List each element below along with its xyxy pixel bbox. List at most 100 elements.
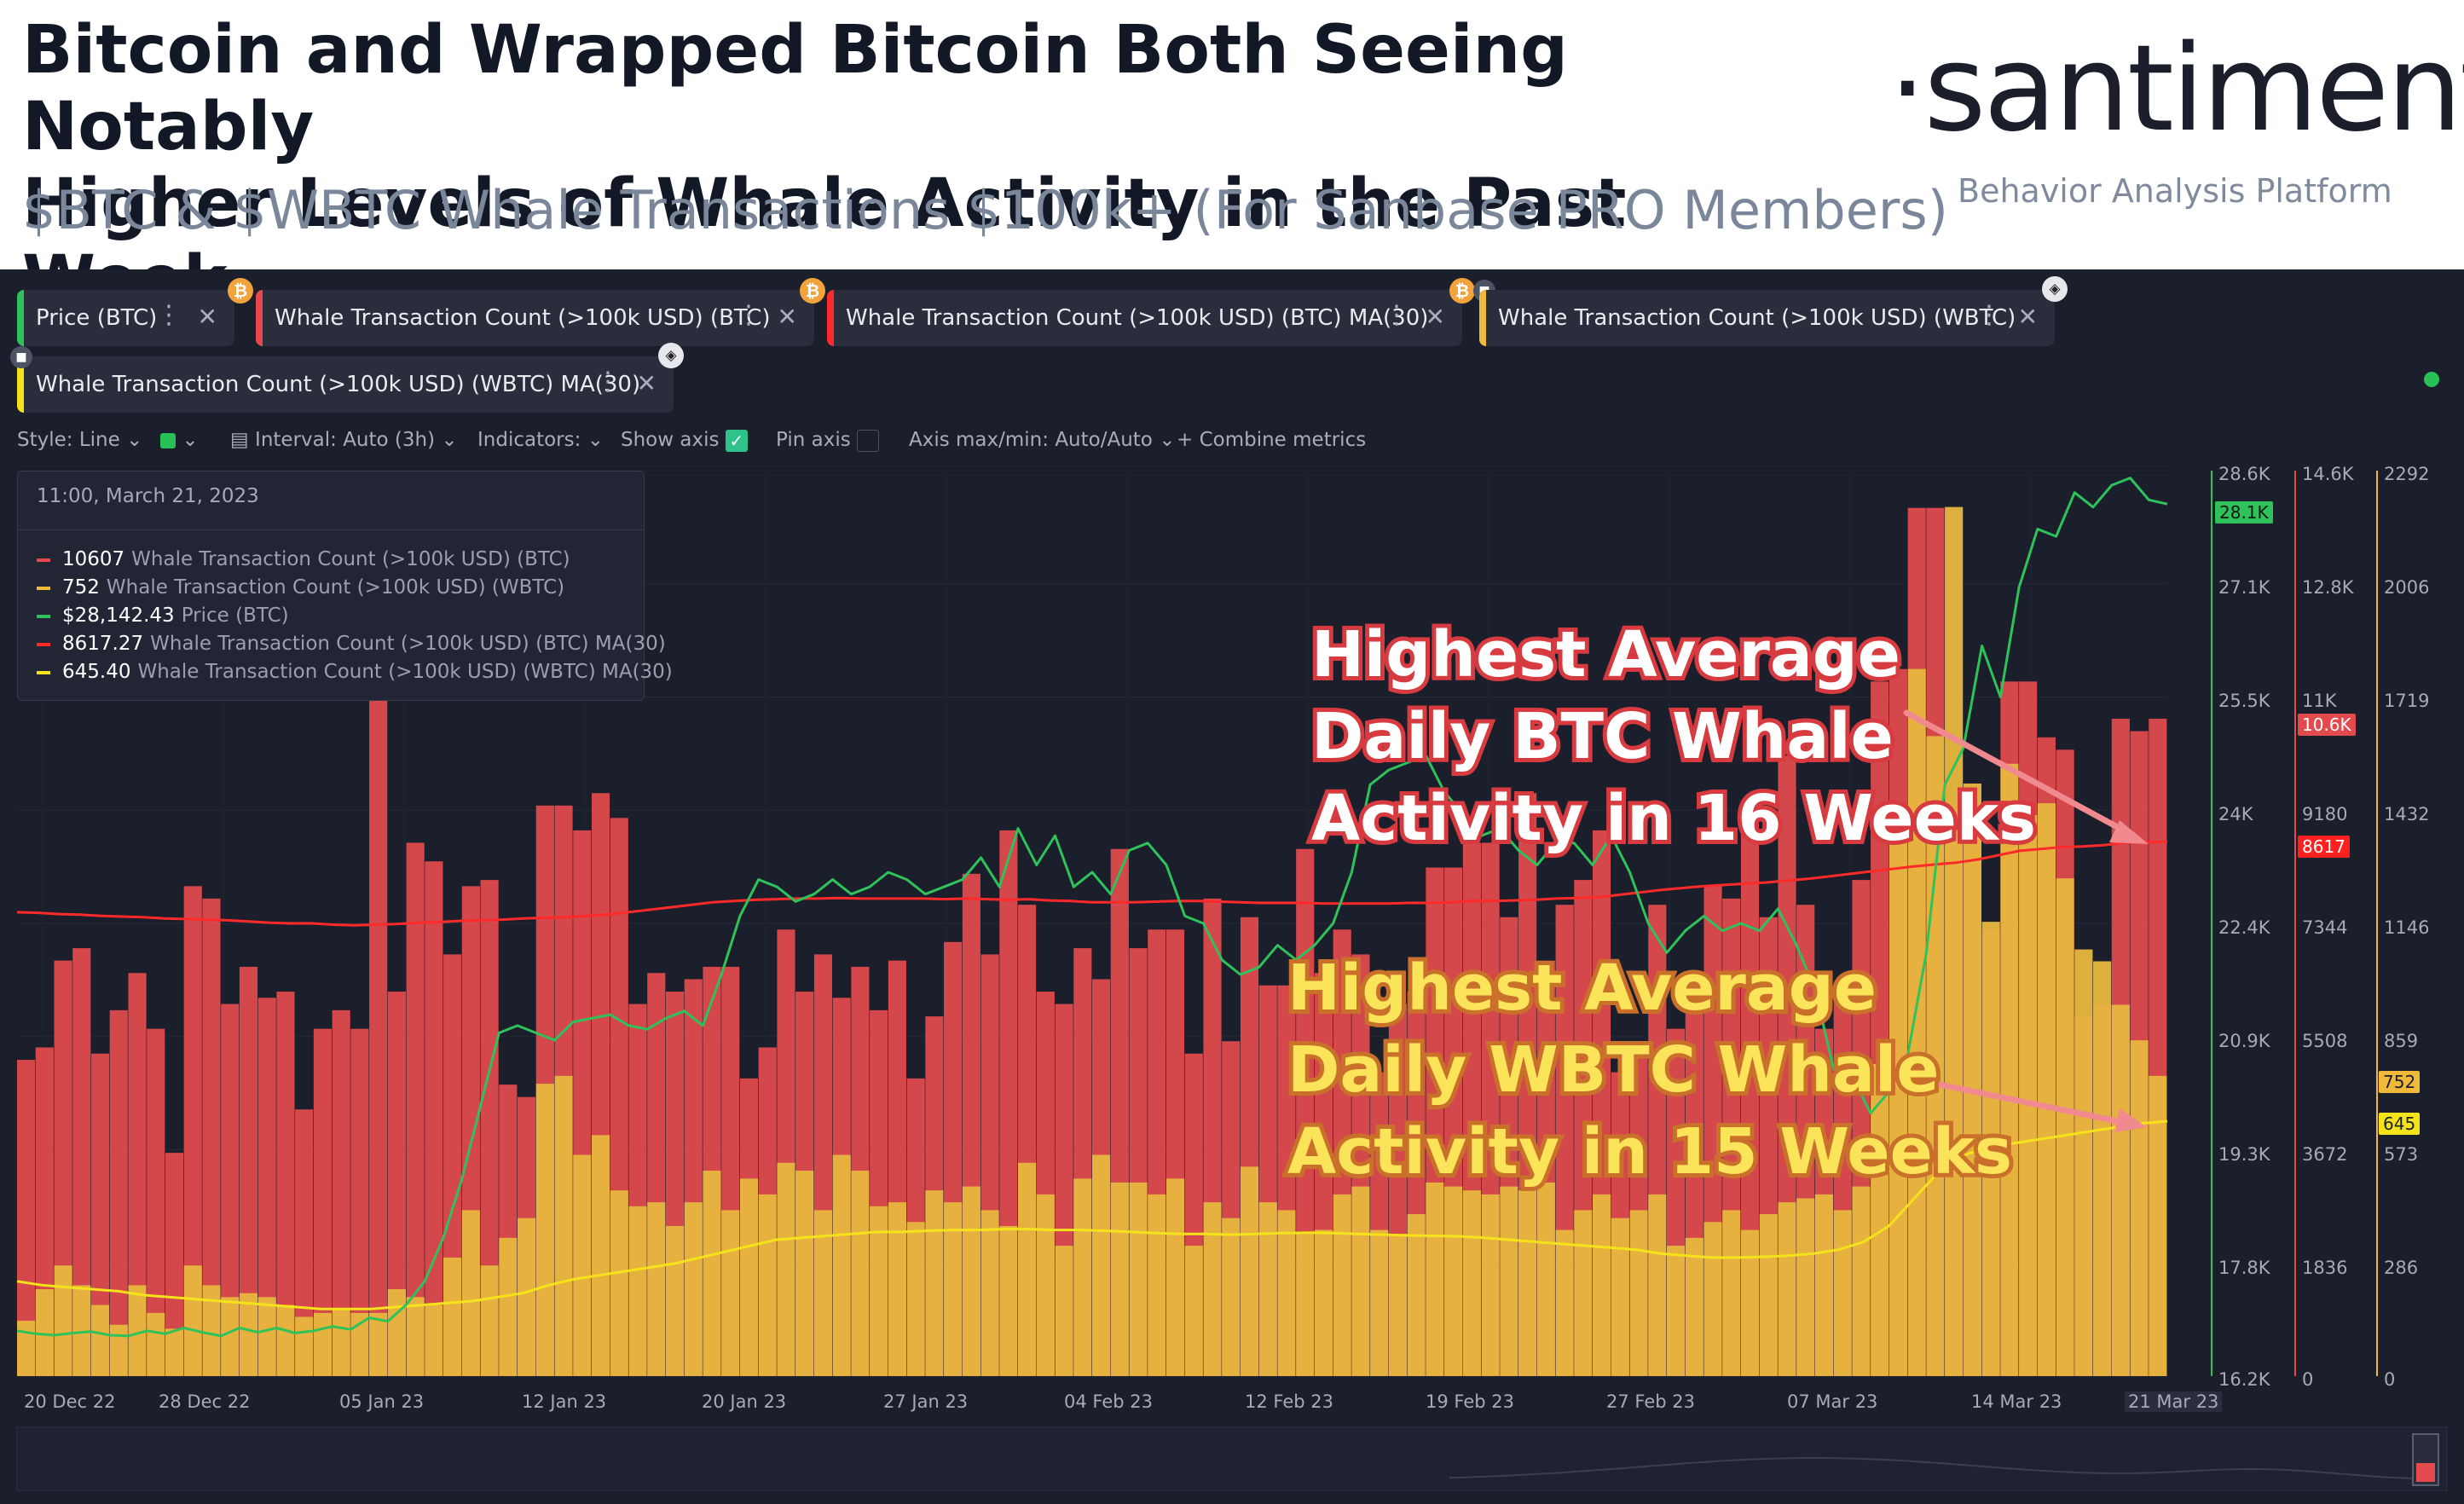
tooltip-row-btc-whale-ma30: 8617.27 Whale Transaction Count (>100k US… [37,633,666,655]
metric-tab-wbtc-whale-ma30[interactable]: Whale Transaction Count (>100k USD) (WBT… [17,356,674,413]
metric-tab-price-btc[interactable]: Price (BTC) ⋮ ✕ [17,290,234,346]
combine-metrics-label: + Combine metrics [1177,429,1367,451]
chevron-down-icon: ⌄ [441,429,458,451]
wbtc-whale-bar [962,1186,980,1376]
btc-whale-bar [387,992,406,1376]
interval-dropdown[interactable]: ▤ Interval: Auto (3h) ⌄ [230,423,458,457]
title-line-2: Higher Levels of Whale Activity in the P… [22,165,1627,319]
metric-tab-btc-whale-ma30[interactable]: Whale Transaction Count (>100k USD) (BTC… [827,290,1462,346]
wbtc-whale-bar [2130,1040,2149,1376]
annotation-line: Highest Average [1307,614,1905,696]
more-options-icon[interactable]: ⋮ [156,300,182,330]
wbtc-whale-bar [2093,961,2112,1376]
wbtc-whale-bar [54,1265,72,1376]
wbtc-whale-bar [1129,1182,1148,1376]
wbtc-whale-bar [813,1210,833,1376]
wbtc-whale-bar [147,1312,165,1376]
wbtc-whale-bar [2000,763,2019,1376]
metric-tab-btc-whale[interactable]: Whale Transaction Count (>100k USD) (BTC… [256,290,814,346]
metric-color-bar [17,356,24,413]
wbtc-whale-bar [1462,1190,1481,1376]
wbtc-whale-bar [1277,1210,1296,1376]
wbtc-whale-bar [2037,803,2056,1376]
wbtc-whale-bar [202,1285,221,1376]
axis-maxmin-dropdown[interactable]: Axis max/min: Auto/Auto ⌄ [909,423,1175,457]
close-icon[interactable]: ✕ [197,303,217,331]
header: Bitcoin and Wrapped Bitcoin Both Seeing … [0,0,2464,319]
wbtc-whale-bar [1722,1210,1741,1376]
annotation-wbtc: Highest Average Daily WBTC Whale Activit… [1283,947,2016,1193]
wbtc-whale-bar [758,1194,777,1376]
btc-axis-tick: 5508 [2302,1031,2348,1051]
tooltip-row-wbtc-whale-ma30: 645.40 Whale Transaction Count (>100k USD… [37,661,673,683]
x-axis-tick: 21 Mar 23 [2125,1391,2223,1412]
bitcoin-icon: ₿ [800,278,825,304]
wbtc-whale-bar [518,1218,536,1376]
btc-whale-bar [147,1028,165,1376]
wbtc-whale-bar [35,1289,54,1376]
btc-whale-bar [221,1004,240,1376]
close-icon[interactable]: ✕ [2017,303,2038,331]
wbtc-axis-tick: 1432 [2384,804,2430,824]
pin-axis-toggle[interactable]: Pin axis [776,423,880,457]
wbtc-whale-bar [1852,1186,1871,1376]
series-lines [16,477,2168,1338]
chart-svg[interactable] [0,269,2464,1504]
wbtc-whale-bar [1500,1186,1518,1376]
tooltip-row-wbtc-whale: 752 Whale Transaction Count (>100k USD) (… [37,576,564,599]
wbtc-whale-bar [944,1202,963,1376]
color-picker[interactable]: ⌄ [160,423,199,457]
wbtc-whale-bar [1258,1202,1277,1376]
wbtc-axis-tick: 286 [2384,1258,2419,1278]
wbtc-whale-bar [165,1328,184,1376]
wbtc-whale-bar [276,1304,295,1376]
btc-current-badge: 10.6K [2298,714,2356,736]
more-options-icon[interactable]: ⋮ [1976,300,2002,330]
wbtc-whale-bar [610,1190,628,1376]
navigator-track [16,1426,2448,1491]
brand-tagline: Behavior Analysis Platform [1958,172,2392,210]
btc-axis-tick: 9180 [2302,804,2348,824]
more-options-icon[interactable]: ⋮ [1384,300,1409,330]
swatch [37,614,50,618]
wbtc-whale-bar [665,1225,685,1376]
x-axis-tick: 20 Dec 22 [24,1391,116,1412]
wbtc-whale-bar [1481,1194,1500,1376]
style-dropdown[interactable]: Style: Line ⌄ [17,423,142,457]
btc-whale-bar [90,1053,110,1376]
metric-color-bar [17,290,24,346]
btc-whale-bar [313,1028,333,1376]
show-axis-label: Show axis [621,429,720,451]
wbtc-whale-bar [1555,1229,1574,1376]
wbtc-whale-bar [1296,1234,1315,1376]
wbtc-whale-bar [257,1297,276,1376]
wbtc-whale-bar [1314,1229,1333,1376]
indicators-dropdown[interactable]: Indicators: ⌄ [477,423,604,457]
annotation-btc: Highest Average Daily BTC Whale Activity… [1307,614,2040,859]
more-options-icon[interactable]: ⋮ [595,367,621,396]
chart-tooltip: 11:00, March 21, 2023 10607 Whale Transac… [17,471,673,701]
more-options-icon[interactable]: ⋮ [736,300,761,330]
metric-tab-wbtc-whale[interactable]: Whale Transaction Count (>100k USD) (WBT… [1479,290,2055,346]
annotation-line: Daily WBTC Whale [1283,1029,1943,1111]
tooltip-value: 10607 [62,548,125,570]
wbtc-whale-ma30-line [16,1119,2168,1310]
wbtc-whale-bar [221,1297,240,1376]
swatch [37,670,50,674]
combine-metrics-button[interactable]: + Combine metrics [1177,423,1366,457]
close-icon[interactable]: ✕ [777,303,797,331]
close-icon[interactable]: ✕ [636,369,656,397]
wbtc-whale-bar [1814,1194,1834,1376]
wbtc-whale-bar [128,1285,147,1376]
wbtc-whale-bar [777,1162,795,1376]
santiment-logo: ·santiment· [1888,20,2464,159]
wbtc-whale-bar [109,1324,128,1376]
show-axis-toggle[interactable]: Show axis ✓ [621,423,748,457]
price-axis-tick: 19.3K [2218,1144,2270,1165]
wbtc-whale-bar [1018,1162,1037,1376]
wbtc-whale-bar [90,1304,110,1376]
wbtc-whale-bar [2074,949,2093,1376]
axis-lines [2211,471,2378,1376]
close-icon[interactable]: ✕ [1425,303,1445,331]
indicators-label: Indicators: [477,429,581,451]
